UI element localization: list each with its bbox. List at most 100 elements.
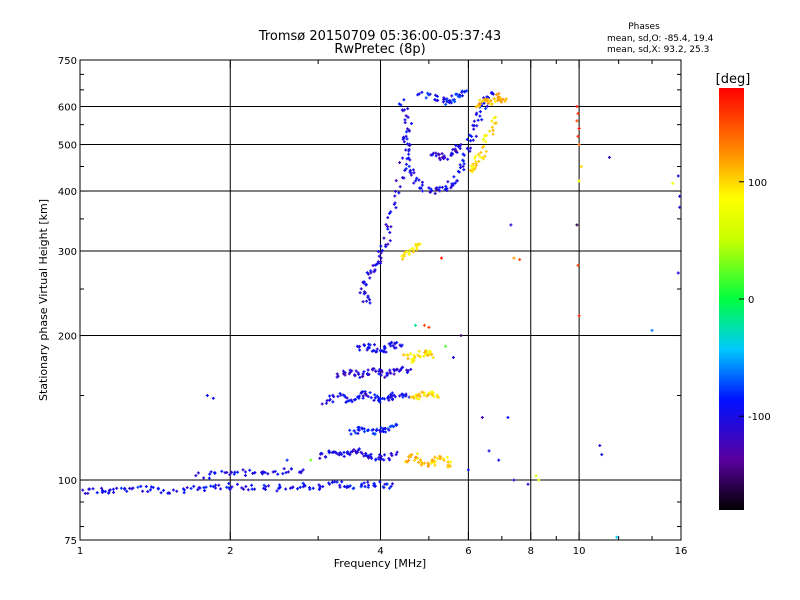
- colorbar-ticks: 100 0 -100: [739, 178, 771, 423]
- data-point: [447, 101, 451, 105]
- data-point: [350, 369, 354, 373]
- x-tick-label: 10: [573, 546, 586, 557]
- data-point: [416, 353, 420, 357]
- data-point: [240, 486, 244, 490]
- data-point: [438, 457, 442, 461]
- data-point: [477, 152, 481, 156]
- data-point: [394, 346, 398, 350]
- data-point: [494, 121, 498, 125]
- chart-subtitle: RwPretec (8p): [334, 42, 425, 57]
- data-point: [204, 485, 208, 489]
- data-point: [398, 185, 402, 189]
- y-tick-label: 75: [64, 536, 77, 547]
- data-point: [394, 368, 398, 372]
- data-point: [433, 98, 437, 102]
- data-point: [518, 258, 522, 262]
- data-point: [494, 93, 498, 97]
- data-point: [430, 153, 434, 157]
- data-point: [422, 354, 426, 358]
- data-point: [301, 468, 305, 472]
- data-point: [405, 127, 409, 131]
- data-point: [390, 391, 394, 395]
- data-point: [418, 354, 422, 358]
- data-point: [405, 370, 409, 374]
- data-point: [483, 154, 487, 158]
- data-point: [408, 248, 412, 252]
- data-point: [394, 179, 398, 183]
- data-point: [220, 469, 224, 473]
- data-point: [471, 169, 475, 173]
- data-point: [383, 375, 387, 379]
- data-point: [387, 398, 391, 402]
- data-point: [342, 372, 346, 376]
- data-point: [415, 397, 419, 401]
- data-point: [318, 456, 322, 460]
- data-point: [607, 155, 611, 159]
- data-point: [367, 456, 371, 460]
- data-point: [374, 350, 378, 354]
- data-point: [123, 486, 127, 490]
- data-point: [474, 134, 478, 138]
- data-point: [440, 256, 444, 260]
- data-point: [426, 91, 430, 95]
- data-point: [341, 369, 345, 373]
- data-point: [196, 471, 200, 475]
- data-point: [478, 98, 482, 102]
- data-point: [266, 472, 270, 476]
- data-point: [480, 118, 484, 122]
- data-point: [460, 94, 464, 98]
- data-point: [433, 463, 437, 467]
- data-point: [288, 486, 292, 490]
- data-point: [386, 242, 390, 246]
- data-point: [388, 370, 392, 374]
- data-point: [461, 158, 465, 162]
- data-point: [393, 342, 397, 346]
- data-point: [251, 471, 255, 475]
- data-point: [342, 394, 346, 398]
- data-point: [246, 488, 250, 492]
- data-point: [338, 485, 342, 489]
- data-point: [468, 149, 472, 153]
- data-point: [194, 474, 198, 478]
- data-point: [263, 487, 267, 491]
- data-point: [449, 186, 453, 190]
- data-point: [394, 423, 398, 427]
- data-point: [389, 341, 393, 345]
- y-tick-label: 750: [58, 56, 77, 67]
- data-point: [459, 143, 463, 147]
- data-point: [437, 454, 441, 458]
- data-point: [577, 314, 581, 318]
- data-point: [405, 130, 409, 134]
- data-point: [373, 268, 377, 272]
- data-point: [426, 461, 430, 465]
- data-point: [328, 482, 332, 486]
- data-point: [482, 137, 486, 141]
- data-point: [394, 206, 398, 210]
- data-point: [289, 467, 293, 471]
- data-point: [101, 489, 105, 493]
- data-point: [366, 394, 370, 398]
- data-point: [472, 127, 476, 131]
- data-point: [327, 449, 331, 453]
- data-point: [368, 343, 372, 347]
- data-point: [339, 393, 343, 397]
- data-point: [435, 94, 439, 98]
- data-point: [372, 343, 376, 347]
- data-point: [357, 428, 361, 432]
- data-point: [148, 488, 152, 492]
- data-point: [362, 481, 366, 485]
- data-point: [317, 487, 321, 491]
- data-point: [358, 291, 362, 295]
- data-point: [159, 491, 163, 495]
- data-point: [391, 398, 395, 402]
- data-point: [405, 368, 409, 372]
- data-point: [387, 456, 391, 460]
- data-point: [487, 99, 491, 103]
- x-tick-label: 4: [377, 546, 383, 557]
- data-point: [209, 484, 213, 488]
- data-point: [435, 395, 439, 399]
- data-point: [452, 175, 456, 179]
- data-point: [91, 487, 95, 491]
- data-point: [446, 157, 450, 161]
- data-point: [276, 472, 280, 476]
